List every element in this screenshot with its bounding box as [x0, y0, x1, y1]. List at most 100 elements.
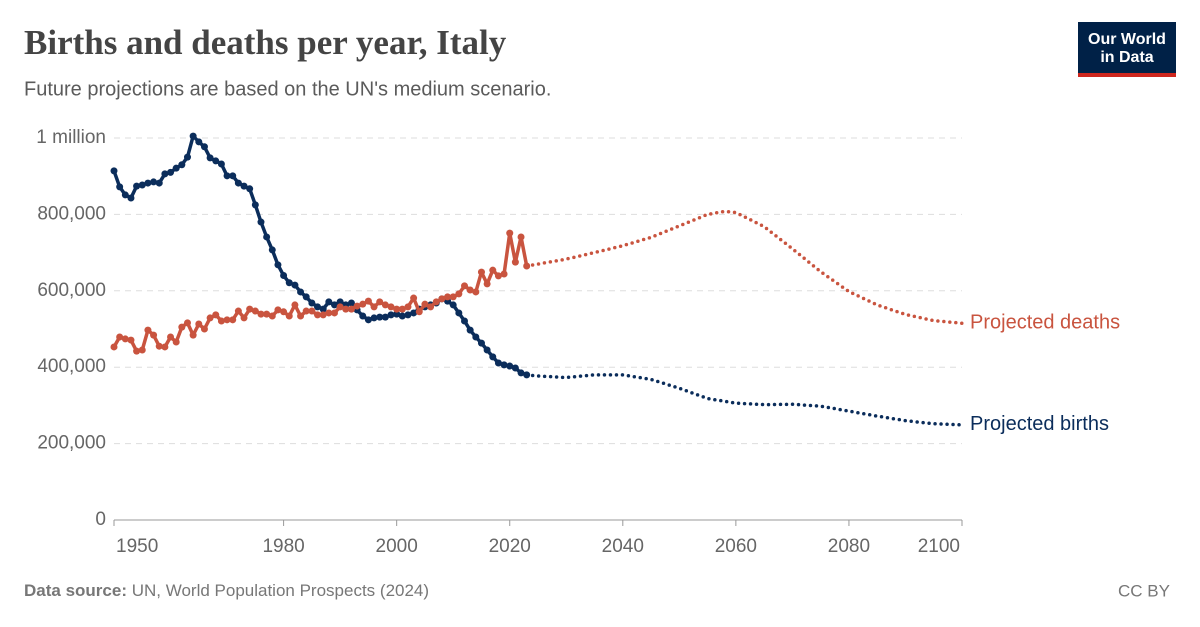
series-line — [524, 373, 964, 427]
point — [155, 342, 163, 350]
x-tick-label: 1980 — [262, 536, 304, 557]
point — [167, 333, 175, 341]
point — [183, 153, 191, 161]
point — [489, 353, 497, 361]
point — [268, 246, 276, 254]
point — [410, 309, 418, 317]
point — [172, 338, 180, 346]
point — [195, 320, 203, 328]
point — [506, 229, 514, 237]
point — [121, 335, 129, 343]
point — [472, 288, 480, 296]
point — [206, 154, 214, 162]
point — [155, 179, 163, 187]
point — [189, 331, 197, 339]
point — [240, 314, 248, 322]
source-text: UN, World Population Prospects (2024) — [132, 581, 429, 600]
point — [240, 182, 248, 190]
point — [178, 161, 186, 169]
point — [263, 310, 271, 318]
point — [325, 309, 333, 317]
point — [415, 308, 423, 316]
point — [291, 281, 299, 289]
point — [229, 172, 237, 180]
logo-text: Our World — [1088, 31, 1166, 48]
point — [133, 182, 141, 190]
point — [150, 178, 158, 186]
source: Data source: UN, World Population Prospe… — [24, 581, 429, 600]
y-tick-label: 0 — [95, 509, 106, 530]
point — [127, 336, 135, 344]
point — [359, 312, 367, 320]
series-line — [524, 209, 964, 326]
point — [217, 160, 225, 168]
point — [189, 132, 197, 140]
x-tick-label: 2000 — [376, 536, 418, 557]
point — [297, 312, 305, 320]
point — [449, 301, 457, 309]
point — [517, 369, 525, 377]
point — [376, 313, 384, 321]
point — [353, 302, 361, 310]
point — [398, 312, 406, 320]
point — [280, 272, 288, 280]
point — [500, 361, 508, 369]
point — [178, 323, 186, 331]
y-tick-label: 1 million — [36, 127, 106, 148]
point — [121, 191, 129, 199]
point — [308, 299, 316, 307]
point — [167, 168, 175, 176]
point — [161, 343, 169, 351]
y-tick-label: 400,000 — [37, 356, 106, 377]
point — [212, 157, 220, 165]
point — [217, 317, 225, 325]
line-label: Projected births — [970, 413, 1109, 435]
point — [110, 167, 118, 175]
point — [461, 317, 469, 325]
chart-title: Births and deaths per year, Italy — [24, 23, 507, 62]
point — [438, 295, 446, 303]
point — [133, 347, 141, 355]
point — [461, 282, 469, 290]
point — [138, 181, 146, 189]
point — [144, 179, 152, 187]
point — [206, 314, 214, 322]
y-tick-label: 600,000 — [37, 280, 106, 301]
line-label: Projected deaths — [970, 312, 1120, 334]
point — [483, 280, 491, 288]
point — [138, 346, 146, 354]
point — [223, 172, 231, 180]
logo[interactable]: Our World in Data — [1078, 22, 1176, 77]
point — [381, 301, 389, 309]
point — [246, 305, 254, 313]
point — [494, 272, 502, 280]
point — [200, 325, 208, 333]
source-label: Data source: — [24, 581, 127, 600]
point — [229, 316, 237, 324]
point — [183, 319, 191, 327]
point — [404, 311, 412, 319]
point — [410, 294, 418, 302]
point — [330, 301, 338, 309]
point — [274, 261, 282, 269]
point — [455, 290, 463, 298]
logo-box — [1078, 22, 1176, 77]
point — [517, 233, 525, 241]
point — [387, 303, 395, 311]
point — [489, 266, 497, 274]
point — [172, 164, 180, 172]
point — [336, 298, 344, 306]
point — [364, 316, 372, 324]
point — [466, 286, 474, 294]
point — [302, 307, 310, 315]
point — [398, 305, 406, 313]
point — [116, 333, 124, 341]
chart-subtitle: Future projections are based on the UN's… — [24, 78, 551, 100]
point — [257, 218, 265, 226]
point — [285, 279, 293, 287]
x-tick-label: 2040 — [602, 536, 644, 557]
point — [404, 303, 412, 311]
point — [246, 185, 254, 193]
point — [257, 310, 265, 318]
logo-bar — [1078, 73, 1176, 77]
